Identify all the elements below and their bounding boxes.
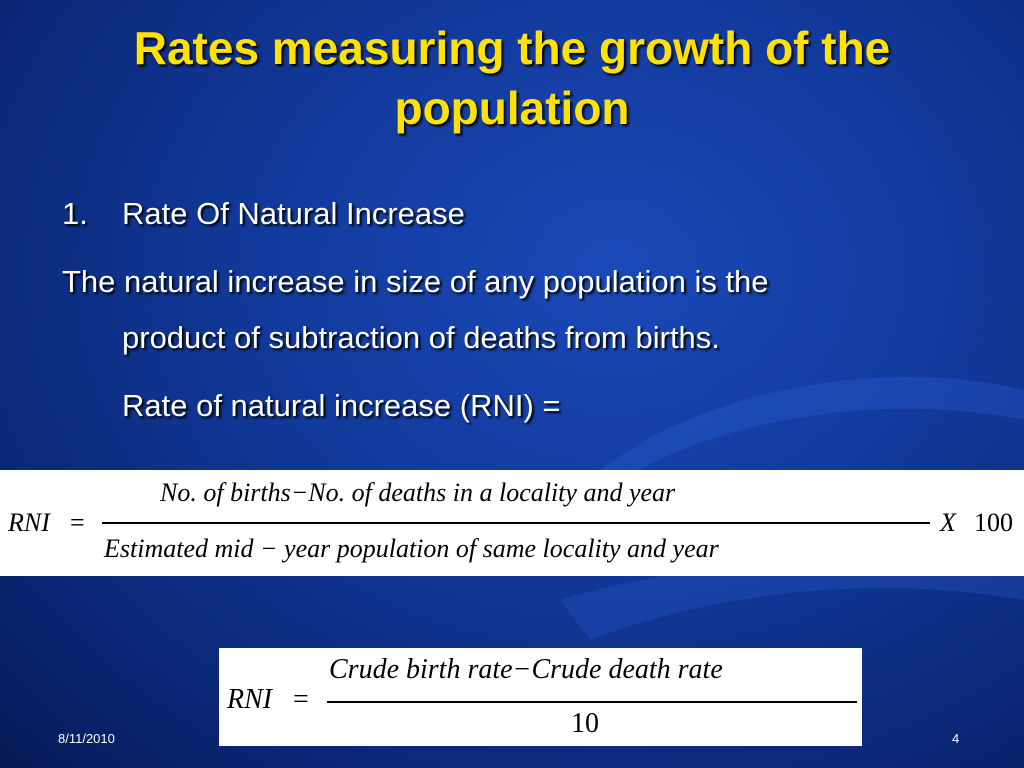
- formula2-equals: =: [293, 684, 309, 715]
- footer-page-number: 4: [952, 731, 960, 746]
- formula1-numerator: No. of births−No. of deaths in a localit…: [160, 478, 676, 507]
- formula2-denominator: 10: [571, 708, 599, 739]
- list-number: 1.: [62, 196, 88, 231]
- formula1-lhs: RNI: [8, 508, 50, 537]
- formula1-fraction-bar: [102, 522, 930, 524]
- formula1-factor: 100: [974, 508, 1013, 537]
- formula1-equals: =: [70, 508, 85, 537]
- paragraph-line-1: The natural increase in size of any popu…: [62, 264, 769, 299]
- paragraph-line-2: product of subtraction of deaths from bi…: [122, 320, 720, 355]
- formula-box-rni-detailed: RNI = No. of births−No. of deaths in a l…: [0, 470, 1024, 576]
- footer-date: 8/11/2010: [58, 731, 115, 746]
- formula2-numerator: Crude birth rate−Crude death rate: [329, 654, 723, 685]
- formula2-fraction-bar: [327, 701, 857, 703]
- formula2-lhs: RNI: [227, 684, 273, 715]
- paragraph-line-3: Rate of natural increase (RNI) =: [122, 388, 561, 423]
- formula-box-rni-crude: RNI = Crude birth rate−Crude death rate …: [219, 648, 862, 746]
- formula1-multiplier: X: [940, 508, 956, 537]
- slide-title: Rates measuring the growth of the popula…: [133, 22, 891, 134]
- section-heading: Rate Of Natural Increase: [122, 196, 465, 231]
- formula1-denominator: Estimated mid − year population of same …: [104, 534, 719, 563]
